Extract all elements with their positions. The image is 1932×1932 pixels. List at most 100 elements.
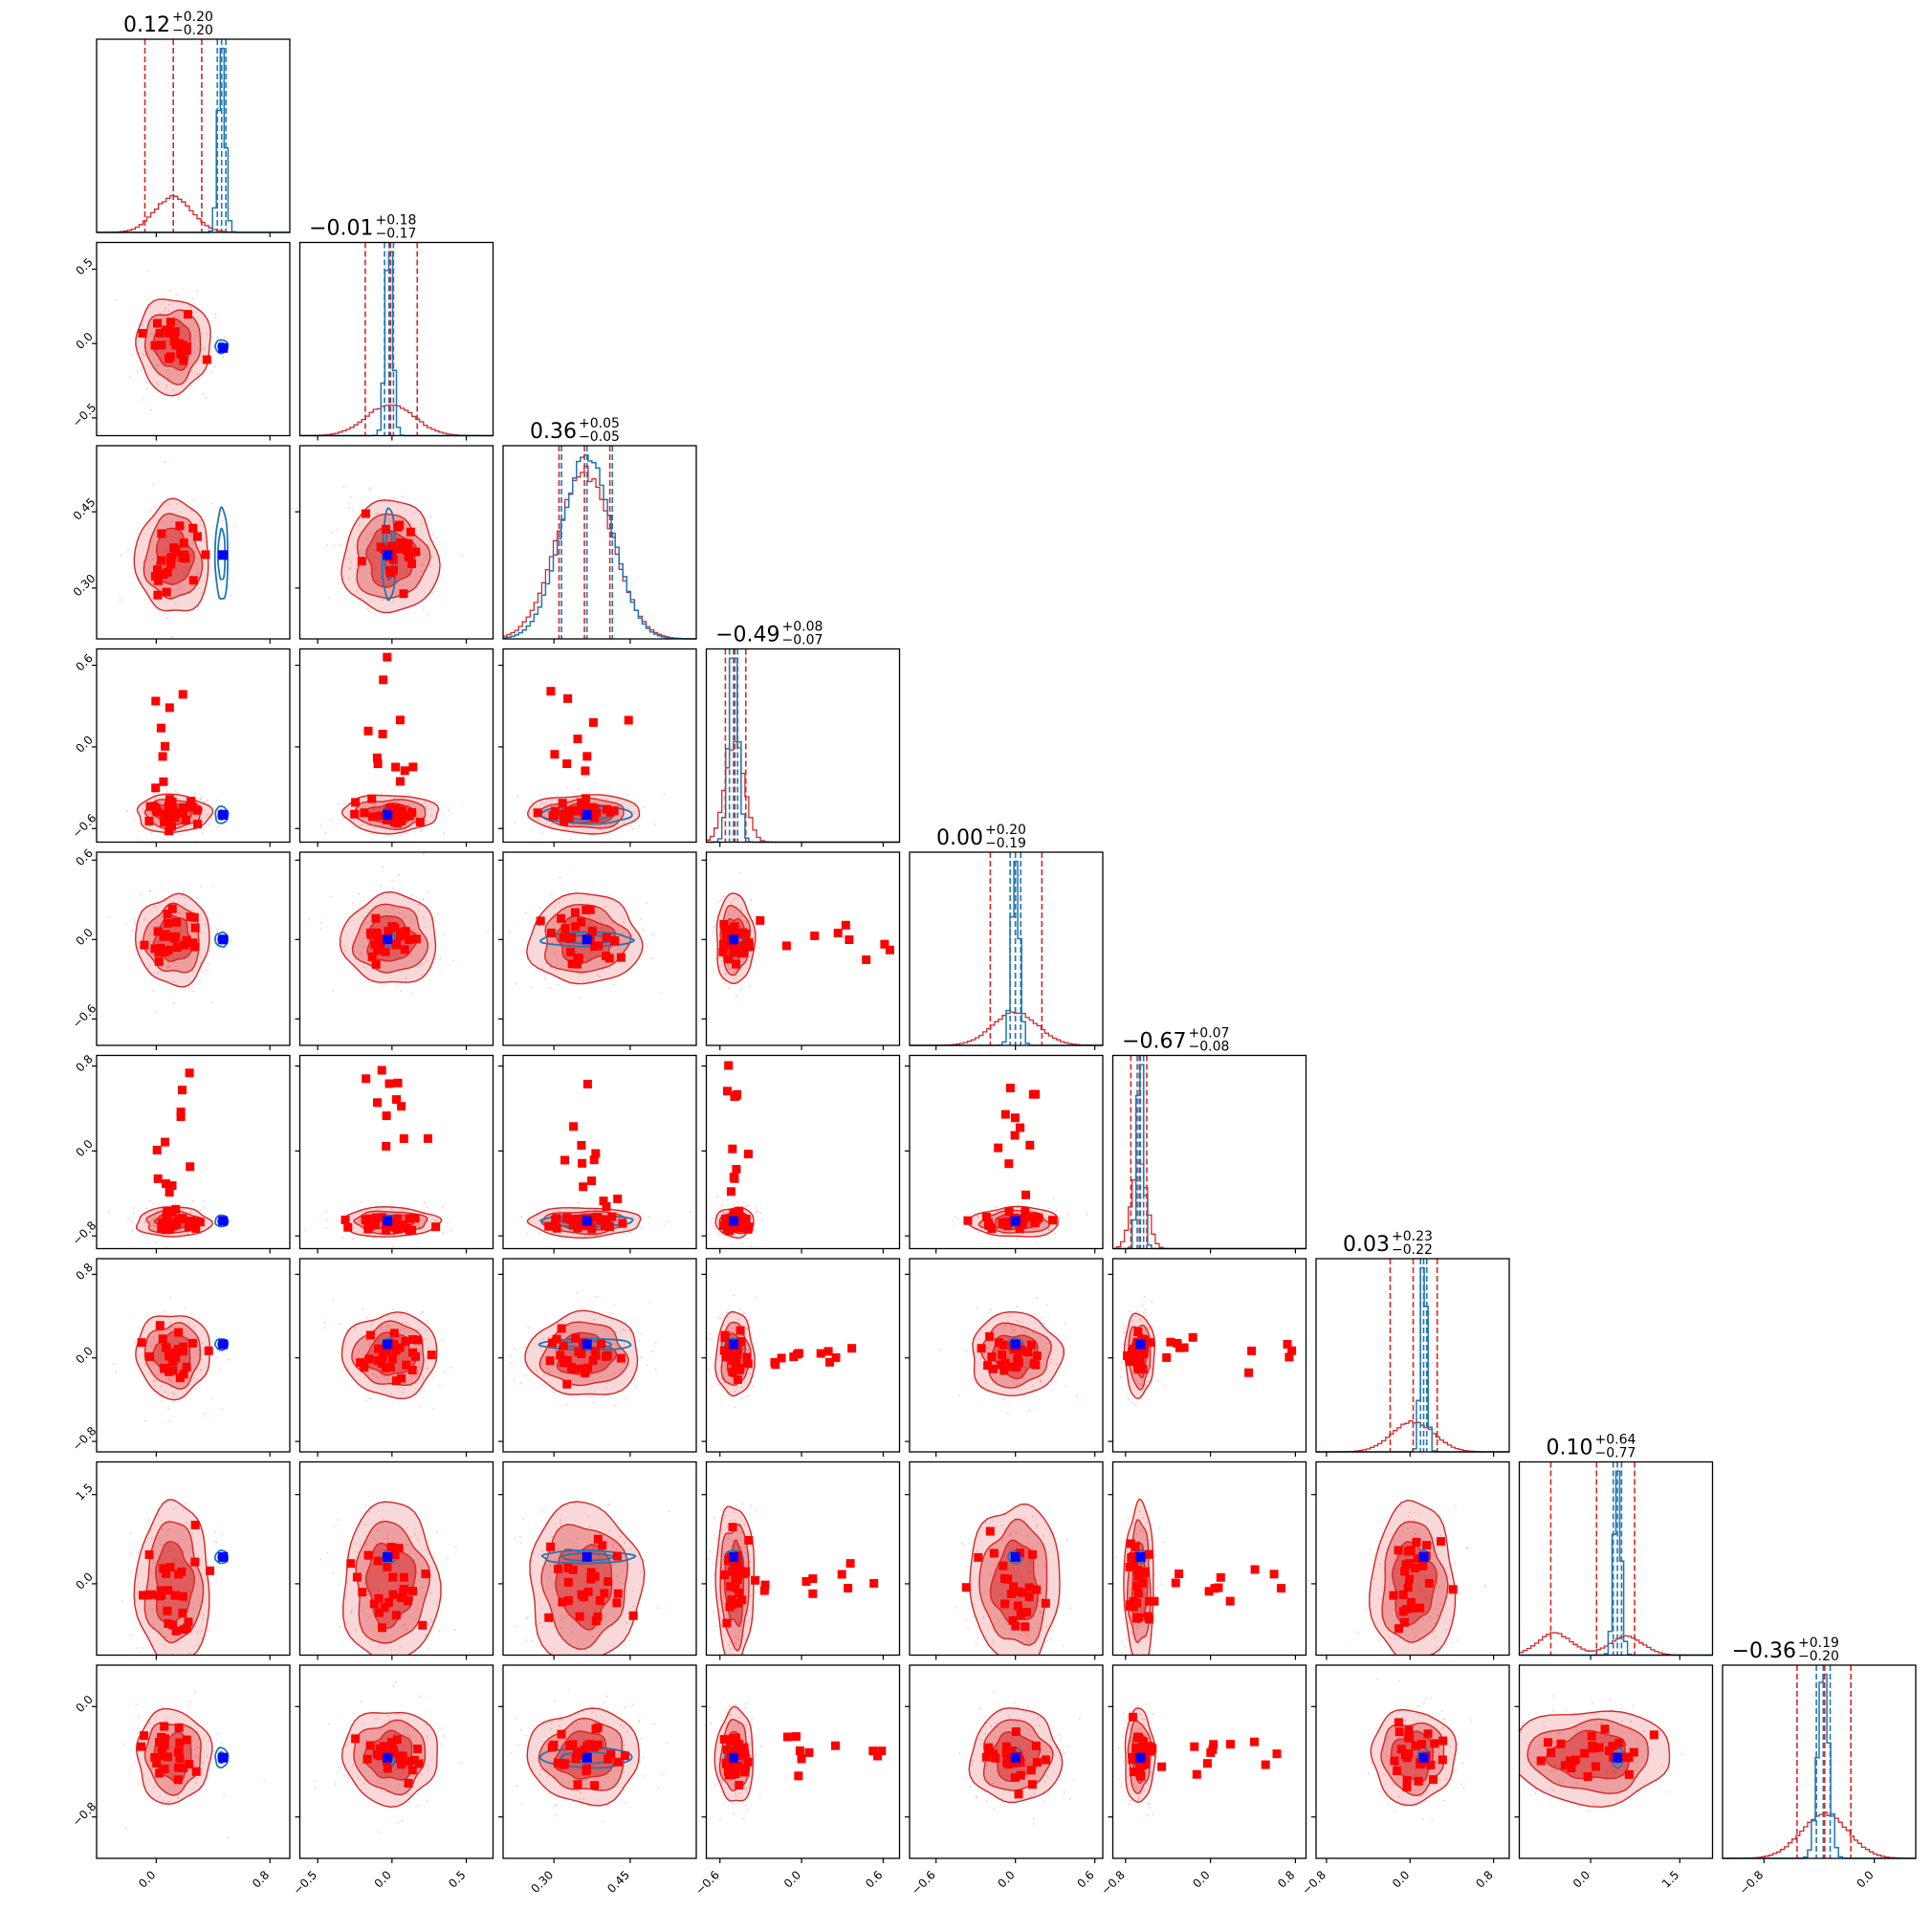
sample-dot xyxy=(700,932,702,933)
sample-dot xyxy=(418,544,421,547)
sample-dot xyxy=(612,1386,614,1389)
sample-dot xyxy=(487,930,490,932)
sample-marker xyxy=(395,544,405,554)
sample-marker xyxy=(1133,1589,1143,1598)
sample-dot xyxy=(1045,1626,1047,1628)
sample-dot xyxy=(730,901,733,904)
sample-dot xyxy=(354,1327,356,1329)
sample-dot xyxy=(1122,1331,1125,1334)
sample-dot xyxy=(735,1386,738,1388)
sample-marker xyxy=(162,1569,171,1578)
sample-dot xyxy=(626,1591,628,1593)
sample-dot xyxy=(736,1723,739,1725)
sample-dot xyxy=(958,1752,961,1755)
outlier-marker xyxy=(382,1142,391,1151)
sample-dot xyxy=(557,983,560,986)
sample-dot xyxy=(644,1775,647,1777)
sample-marker xyxy=(983,1361,993,1371)
sample-dot xyxy=(594,1211,597,1214)
sample-marker xyxy=(164,1619,173,1629)
sample-dot xyxy=(119,599,121,601)
sample-dot xyxy=(1153,1574,1156,1576)
sample-dot xyxy=(1143,1295,1146,1298)
sample-dot xyxy=(454,1629,456,1632)
sample-dot xyxy=(599,1375,602,1378)
sample-dot xyxy=(1408,1522,1411,1525)
sample-marker xyxy=(381,1363,390,1372)
sample-marker xyxy=(137,1742,146,1751)
sample-dot xyxy=(719,1554,721,1557)
sample-dot xyxy=(343,1345,346,1347)
sample-dot xyxy=(126,809,129,812)
sample-dot xyxy=(970,1764,973,1766)
sample-dot xyxy=(749,1326,752,1328)
panel-frame xyxy=(502,1258,697,1453)
sample-marker xyxy=(1127,1553,1136,1563)
truth-marker xyxy=(218,1551,229,1562)
sample-dot xyxy=(611,946,614,949)
sample-dot xyxy=(200,1358,203,1361)
sample-dot xyxy=(735,1390,736,1393)
sample-marker xyxy=(392,1215,402,1224)
sample-dot xyxy=(756,930,758,933)
sample-dot xyxy=(720,1377,723,1380)
truth-marker xyxy=(218,810,229,820)
sample-marker xyxy=(393,522,403,532)
sample-dot xyxy=(336,529,339,531)
sample-marker xyxy=(169,543,179,553)
sample-dot xyxy=(723,1548,725,1550)
sample-marker xyxy=(178,802,187,812)
sample-dot xyxy=(588,1805,591,1808)
sample-dot xyxy=(733,1294,735,1297)
sample-dot xyxy=(1017,1203,1020,1205)
sample-dot xyxy=(745,921,748,924)
sample-marker xyxy=(191,1767,201,1776)
sample-marker xyxy=(158,1334,167,1344)
sample-dot xyxy=(417,965,420,968)
sample-dot xyxy=(734,1406,736,1409)
sample-dot xyxy=(384,911,385,912)
sample-dot xyxy=(626,1802,627,1804)
sample-dot xyxy=(1379,1563,1382,1566)
sample-dot xyxy=(737,1717,740,1719)
sample-dot xyxy=(608,1530,611,1532)
sample-dot xyxy=(387,1715,390,1717)
sample-dot xyxy=(382,866,384,868)
sample-marker xyxy=(563,1595,573,1605)
sample-dot xyxy=(554,1700,556,1702)
sample-dot xyxy=(166,1534,169,1537)
sample-dot xyxy=(735,905,737,908)
sample-marker xyxy=(557,913,566,923)
sample-dot xyxy=(750,898,753,901)
sample-dot xyxy=(1413,1502,1416,1504)
sample-marker xyxy=(145,1351,155,1361)
sample-dot xyxy=(714,1214,717,1217)
sample-dot xyxy=(149,1345,152,1347)
sample-dot xyxy=(976,1307,978,1309)
sample-marker xyxy=(174,1763,184,1772)
sample-dot xyxy=(740,1547,742,1549)
sample-marker xyxy=(1030,1218,1040,1228)
sample-marker xyxy=(172,917,182,927)
sample-dot xyxy=(195,1777,198,1780)
sample-dot xyxy=(1044,1217,1047,1219)
sample-marker xyxy=(1145,1614,1154,1624)
sample-dot xyxy=(752,1742,755,1745)
diag-title-1: −0.01 +0.18−0.17 xyxy=(309,213,416,242)
sample-dot xyxy=(132,1207,135,1209)
contour-b-1 xyxy=(540,1549,637,1565)
sample-dot xyxy=(143,353,145,356)
sample-dot xyxy=(657,1787,660,1789)
sample-dot xyxy=(345,1544,348,1547)
sample-dot xyxy=(392,1684,395,1687)
sample-dot xyxy=(996,1241,999,1244)
sample-dot xyxy=(319,928,322,930)
outlier-marker xyxy=(560,1155,569,1165)
sample-dot xyxy=(1123,1325,1126,1328)
sample-dot xyxy=(194,550,197,553)
sample-dot xyxy=(426,808,428,811)
sample-dot xyxy=(161,1805,164,1807)
sample-dot xyxy=(327,1723,330,1725)
sample-dot xyxy=(162,1706,164,1709)
sample-dot xyxy=(153,926,155,928)
